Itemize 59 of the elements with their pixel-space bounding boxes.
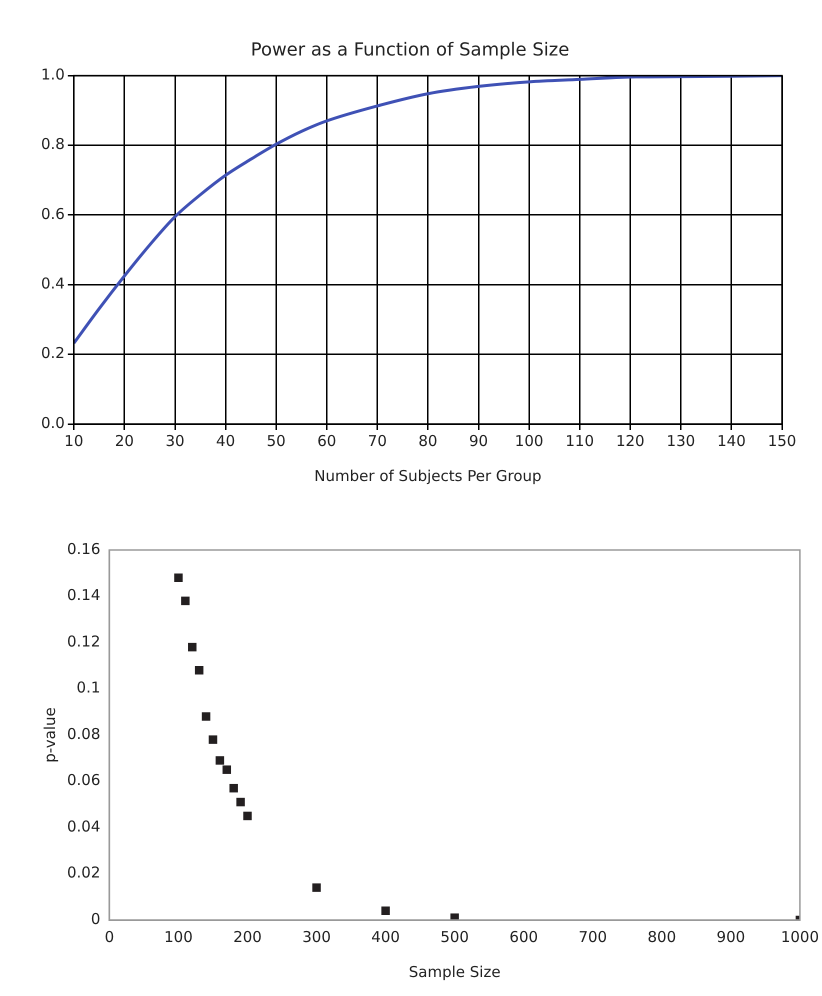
- x-tick-label: 400: [371, 928, 400, 946]
- point: [208, 735, 218, 744]
- point: [450, 913, 459, 920]
- point: [312, 883, 321, 892]
- y-tick-label: 0.04: [66, 817, 100, 836]
- y-tick-label: 0.0: [40, 414, 65, 432]
- x-tick-label: 500: [440, 928, 469, 946]
- point: [194, 666, 204, 674]
- x-tick-label: 10: [64, 432, 84, 450]
- x-axis-title: Sample Size: [408, 962, 501, 981]
- x-tick-label: 100: [164, 928, 193, 946]
- point: [202, 712, 210, 721]
- y-tick-label: 0.16: [66, 540, 100, 558]
- x-tick-label: 130: [666, 432, 696, 450]
- x-tick-label: 80: [418, 432, 438, 450]
- x-axis-title: Number of Subjects Per Group: [314, 466, 542, 485]
- x-tick-label: 60: [317, 432, 336, 450]
- x-tick-label: 700: [578, 928, 608, 946]
- x-tick-label: 200: [233, 928, 262, 946]
- y-tick-label: 0.12: [66, 632, 100, 650]
- point: [236, 798, 245, 806]
- x-tick-label: 90: [468, 432, 488, 450]
- x-tick-label: 100: [514, 432, 544, 450]
- y-tick-label: 0.1: [76, 678, 100, 697]
- y-tick-label: 0.06: [66, 771, 100, 790]
- point: [174, 574, 183, 582]
- point: [381, 906, 390, 915]
- y-axis-title: p-value: [40, 707, 59, 763]
- y-tick-label: 0.14: [66, 586, 100, 604]
- x-tick-label: 300: [302, 928, 331, 946]
- x-tick-label: 120: [616, 432, 645, 450]
- x-tick-label: 20: [114, 432, 134, 450]
- chart-title: Power as a Function of Sample Size: [250, 39, 570, 60]
- x-tick-label: 150: [768, 432, 796, 450]
- y-tick-label: 0.4: [40, 274, 65, 293]
- x-tick-label: 900: [716, 928, 746, 946]
- y-tick-label: 0.2: [40, 344, 65, 362]
- y-tick-label: 0.08: [66, 724, 100, 743]
- y-tick-label: 0.6: [40, 204, 65, 223]
- x-tick-label: 600: [509, 928, 538, 946]
- y-tick-label: 1.0: [40, 65, 65, 84]
- x-tick-label: 800: [647, 928, 676, 946]
- x-tick-label: 110: [565, 432, 594, 450]
- x-tick-label: 0: [104, 928, 114, 946]
- x-tick-label: 1000: [780, 928, 820, 946]
- y-tick-label: 0.02: [66, 864, 100, 882]
- y-tick-label: 0.8: [40, 135, 65, 154]
- x-tick-label: 40: [216, 432, 236, 450]
- point: [181, 596, 190, 606]
- point: [229, 784, 238, 792]
- point: [216, 756, 224, 765]
- x-tick-label: 70: [368, 432, 387, 450]
- x-tick-label: 50: [266, 432, 286, 450]
- x-tick-label: 140: [717, 432, 746, 450]
- y-tick-label: 0: [90, 910, 100, 928]
- point: [222, 765, 232, 774]
- x-tick-label: 30: [165, 432, 185, 450]
- point: [243, 812, 252, 820]
- point: [188, 642, 197, 652]
